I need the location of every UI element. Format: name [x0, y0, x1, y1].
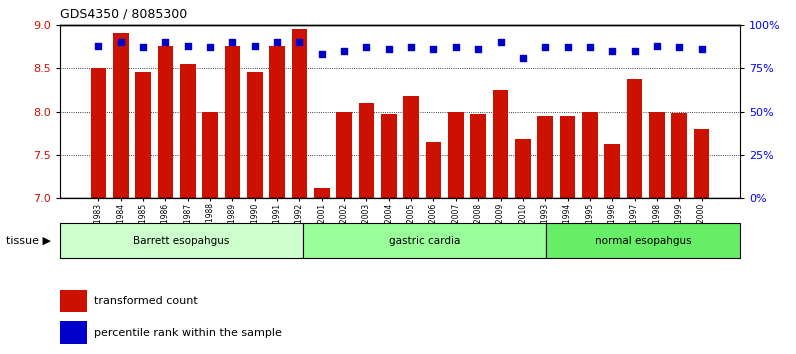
Bar — [381, 114, 396, 198]
Bar — [649, 112, 665, 198]
Point — [673, 45, 685, 50]
Point — [539, 45, 552, 50]
Point — [92, 43, 105, 48]
Bar — [224, 46, 240, 198]
Bar — [604, 144, 620, 198]
Point — [450, 45, 462, 50]
Point — [204, 45, 217, 50]
Bar — [404, 96, 419, 198]
Bar — [60, 321, 87, 344]
Point — [650, 43, 663, 48]
Point — [159, 39, 172, 45]
Bar — [560, 116, 576, 198]
Bar — [60, 223, 302, 258]
Point — [293, 39, 306, 45]
Bar — [202, 112, 218, 198]
Point — [405, 45, 418, 50]
Text: transformed count: transformed count — [94, 296, 197, 306]
Point — [137, 45, 150, 50]
Text: gastric cardia: gastric cardia — [388, 236, 460, 246]
Bar — [626, 79, 642, 198]
Bar — [448, 112, 463, 198]
Bar — [113, 33, 129, 198]
Bar — [180, 64, 196, 198]
Bar — [302, 223, 546, 258]
Bar — [314, 188, 330, 198]
Bar — [60, 290, 87, 312]
Bar — [671, 113, 687, 198]
Point — [561, 45, 574, 50]
Bar — [426, 142, 441, 198]
Bar — [269, 46, 285, 198]
Point — [271, 39, 283, 45]
Point — [382, 46, 395, 52]
Point — [338, 48, 350, 53]
Bar — [158, 46, 174, 198]
Point — [695, 46, 708, 52]
Point — [494, 39, 507, 45]
Point — [315, 51, 328, 57]
Bar — [470, 114, 486, 198]
Text: Barrett esopahgus: Barrett esopahgus — [133, 236, 229, 246]
Bar — [515, 139, 531, 198]
Bar — [546, 223, 740, 258]
Point — [248, 43, 261, 48]
Point — [181, 43, 194, 48]
Bar — [247, 73, 263, 198]
Point — [115, 39, 127, 45]
Point — [360, 45, 373, 50]
Bar — [693, 129, 709, 198]
Bar — [582, 112, 598, 198]
Point — [226, 39, 239, 45]
Text: GDS4350 / 8085300: GDS4350 / 8085300 — [60, 7, 187, 20]
Point — [583, 45, 596, 50]
Point — [517, 55, 529, 61]
Bar — [359, 103, 374, 198]
Point — [606, 48, 618, 53]
Bar — [337, 112, 352, 198]
Bar — [493, 90, 509, 198]
Point — [427, 46, 440, 52]
Bar — [291, 29, 307, 198]
Text: percentile rank within the sample: percentile rank within the sample — [94, 328, 282, 338]
Point — [472, 46, 485, 52]
Bar — [135, 73, 151, 198]
Point — [628, 48, 641, 53]
Text: normal esopahgus: normal esopahgus — [595, 236, 692, 246]
Text: tissue ▶: tissue ▶ — [6, 236, 51, 246]
Bar — [91, 68, 107, 198]
Bar — [537, 116, 553, 198]
